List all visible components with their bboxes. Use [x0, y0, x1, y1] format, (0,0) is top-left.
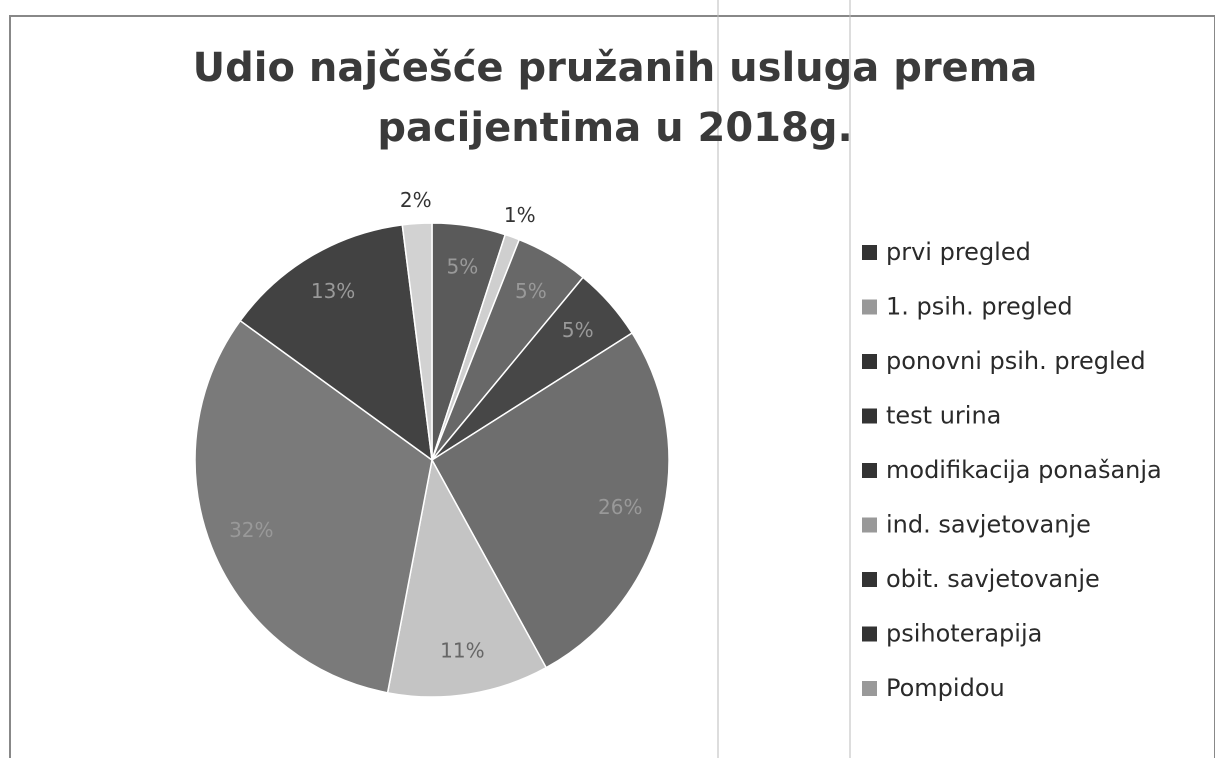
- data-label: 5%: [562, 318, 594, 342]
- data-label: 5%: [515, 279, 547, 303]
- data-label: 32%: [229, 518, 273, 542]
- legend-swatch: [862, 626, 877, 642]
- legend-label: ind. savjetovanje: [886, 511, 1091, 539]
- chart-title: pacijentima u 2018g.: [377, 105, 852, 151]
- pie-slice: [194, 319, 433, 694]
- data-label: 13%: [311, 279, 355, 303]
- legend-swatch: [862, 681, 877, 696]
- legend-label: ponovni psih. pregled: [886, 347, 1146, 375]
- pie-slice: [239, 224, 433, 462]
- legend-label: 1. psih. pregled: [886, 293, 1073, 321]
- legend-label: modifikacija ponašanja: [886, 456, 1162, 484]
- data-label: 26%: [598, 495, 642, 519]
- legend-label: test urina: [886, 402, 1001, 430]
- legend-label: prvi pregled: [886, 238, 1031, 266]
- chart-title: Udio najčešće pružanih usluga prema: [193, 45, 1038, 91]
- legend-label: obit. savjetovanje: [886, 565, 1100, 593]
- legend-swatch: [862, 572, 877, 587]
- data-label: 1%: [504, 203, 536, 227]
- legend-label: Pompidou: [886, 674, 1005, 702]
- data-label: 5%: [447, 255, 479, 279]
- legend-swatch: [862, 517, 877, 533]
- legend-swatch: [862, 408, 877, 424]
- frame: [9, 15, 1215, 758]
- data-label: 11%: [440, 638, 484, 662]
- legend-swatch: [862, 463, 877, 478]
- pie-slice: [386, 457, 548, 698]
- pie-slice: [401, 222, 433, 461]
- pie-slice: [431, 331, 670, 669]
- data-label: 2%: [400, 188, 432, 212]
- legend-swatch: [862, 245, 877, 260]
- legend-swatch: [862, 299, 877, 315]
- legend-label: psihoterapija: [886, 620, 1042, 648]
- legend-swatch: [862, 354, 877, 369]
